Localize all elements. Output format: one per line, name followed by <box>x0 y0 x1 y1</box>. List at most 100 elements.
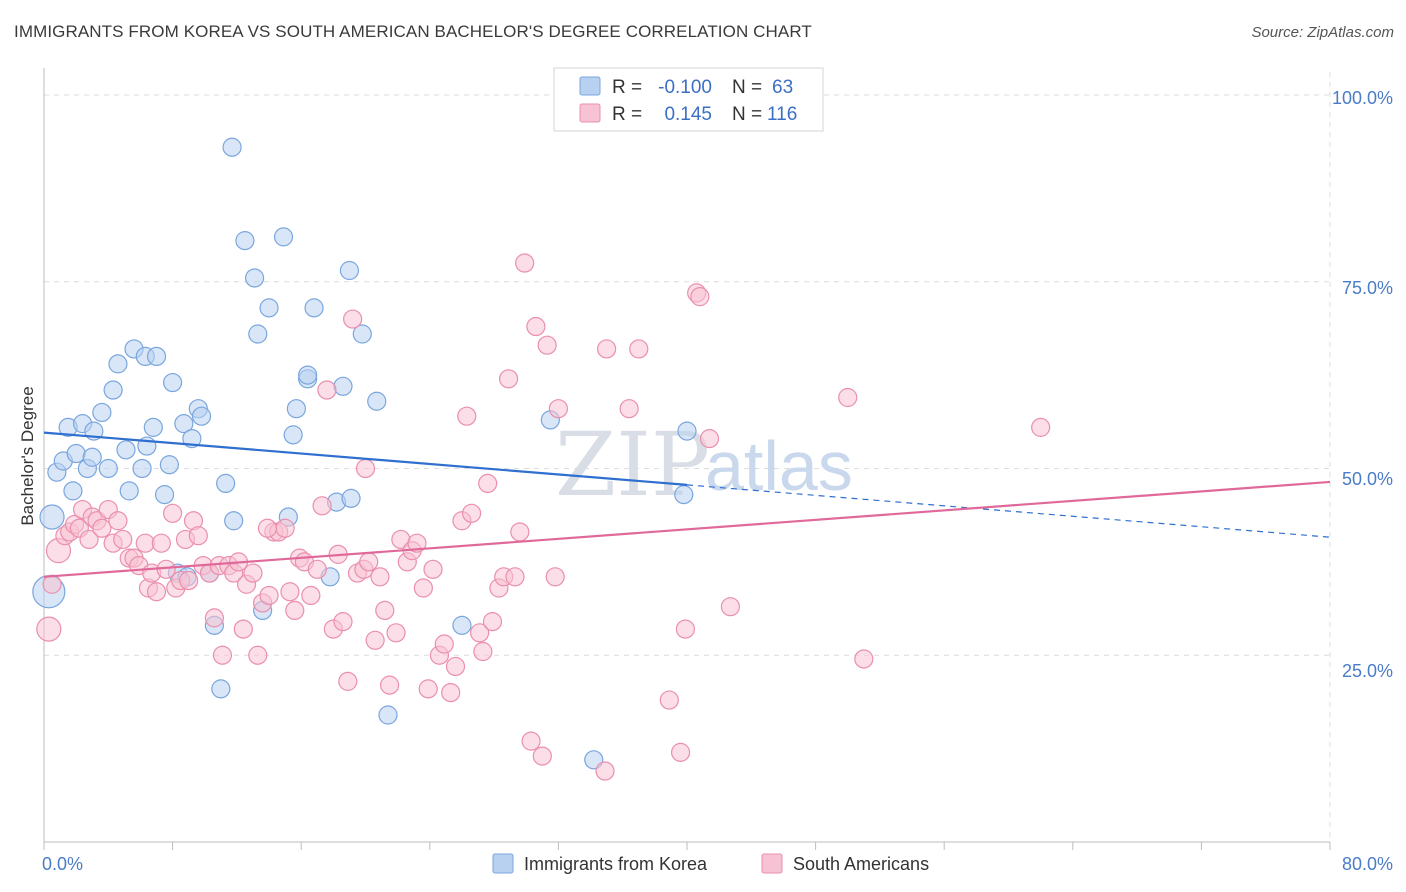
point-south-american <box>441 682 461 703</box>
point-south-american <box>597 339 617 359</box>
point-south-american <box>375 600 395 621</box>
y-tick-75: 75.0% <box>1342 278 1393 298</box>
point-south-american <box>434 634 454 654</box>
x-tick-0: 0.0% <box>42 854 83 874</box>
point-korea <box>108 354 128 374</box>
point-korea <box>352 324 372 344</box>
point-korea <box>286 399 306 419</box>
point-south-american <box>675 619 695 639</box>
point-south-american <box>526 316 546 337</box>
point-south-american <box>317 380 337 400</box>
legend-n-value-sa: 116 <box>767 104 797 125</box>
point-south-american <box>595 761 615 781</box>
point-south-american <box>510 522 530 542</box>
point-korea <box>146 346 167 367</box>
legend-n-value-korea: 63 <box>772 77 793 98</box>
point-south-american <box>151 533 171 553</box>
point-korea <box>298 365 318 385</box>
trend-line-south-americans <box>43 480 1331 578</box>
point-south-american <box>423 559 443 579</box>
point-south-american <box>355 458 376 479</box>
point-korea <box>119 481 139 501</box>
point-korea <box>39 504 65 530</box>
point-korea <box>143 417 163 437</box>
series-south-americans-points <box>36 253 1051 781</box>
point-south-american <box>163 503 183 523</box>
point-south-american <box>690 287 710 307</box>
point-south-american <box>338 671 358 691</box>
legend-r-label-korea: R = <box>612 77 642 98</box>
point-south-american <box>498 369 519 389</box>
point-korea <box>341 488 361 508</box>
point-south-american <box>386 623 406 643</box>
point-korea <box>677 421 697 441</box>
point-south-american <box>532 746 552 766</box>
point-south-american <box>1031 417 1051 437</box>
y-tick-100: 100.0% <box>1332 88 1393 108</box>
point-korea <box>154 485 175 505</box>
point-south-american <box>36 616 62 642</box>
point-korea <box>224 511 244 531</box>
point-korea <box>174 414 194 434</box>
bottom-legend-label-korea: Immigrants from Korea <box>524 854 708 874</box>
point-south-american <box>505 567 525 587</box>
bottom-legend-label-sa: South Americans <box>793 854 929 874</box>
point-korea <box>116 440 136 460</box>
point-korea <box>339 260 360 281</box>
point-south-american <box>854 649 874 669</box>
point-korea <box>98 458 118 479</box>
legend-r-label-sa: R = <box>612 104 642 125</box>
point-south-american <box>413 578 433 598</box>
point-south-american <box>285 600 305 621</box>
point-south-american <box>670 742 691 762</box>
point-korea <box>103 380 123 400</box>
bottom-legend-swatch-korea <box>492 853 514 874</box>
legend-swatch-korea <box>579 76 601 96</box>
point-south-american <box>370 567 390 587</box>
point-korea <box>259 298 279 318</box>
point-korea <box>674 485 694 505</box>
trend-line-korea <box>43 431 688 487</box>
point-south-american <box>380 675 400 695</box>
point-south-american <box>280 582 300 602</box>
point-korea <box>222 137 242 157</box>
point-south-american <box>659 690 679 710</box>
point-south-american <box>457 406 477 426</box>
point-korea <box>182 428 202 449</box>
point-korea <box>211 679 231 699</box>
bottom-legend-swatch-sa <box>761 853 783 874</box>
point-south-american <box>312 496 332 516</box>
point-korea <box>235 231 255 251</box>
stats-legend: R = -0.100 N = 63 R = 0.145 N = 116 <box>553 67 824 132</box>
point-south-american <box>629 339 649 359</box>
point-south-american <box>470 623 490 643</box>
axes <box>43 68 1331 850</box>
point-south-american <box>445 656 466 677</box>
point-south-american <box>537 335 557 355</box>
point-korea <box>367 391 387 411</box>
point-south-american <box>233 619 253 639</box>
point-south-american <box>473 641 493 662</box>
legend-r-value-korea: -0.100 <box>658 77 712 98</box>
point-korea <box>132 458 152 479</box>
point-south-american <box>257 518 278 538</box>
point-south-american <box>478 473 498 494</box>
point-south-american <box>343 309 363 329</box>
y-tick-50: 50.0% <box>1342 469 1393 489</box>
point-south-american <box>521 731 541 751</box>
point-south-american <box>42 574 62 594</box>
point-south-american <box>365 630 385 650</box>
point-south-american <box>461 503 482 523</box>
point-korea <box>452 615 472 635</box>
point-korea <box>92 402 112 423</box>
point-korea <box>283 425 303 445</box>
legend-swatch-sa <box>579 103 601 123</box>
y-axis-label: Bachelor's Degree <box>18 386 37 525</box>
point-korea <box>159 455 179 475</box>
point-south-american <box>146 582 167 602</box>
point-south-american <box>135 533 155 553</box>
chart-title: IMMIGRANTS FROM KOREA VS SOUTH AMERICAN … <box>14 22 812 41</box>
point-south-american <box>188 526 208 546</box>
point-korea <box>66 443 86 464</box>
